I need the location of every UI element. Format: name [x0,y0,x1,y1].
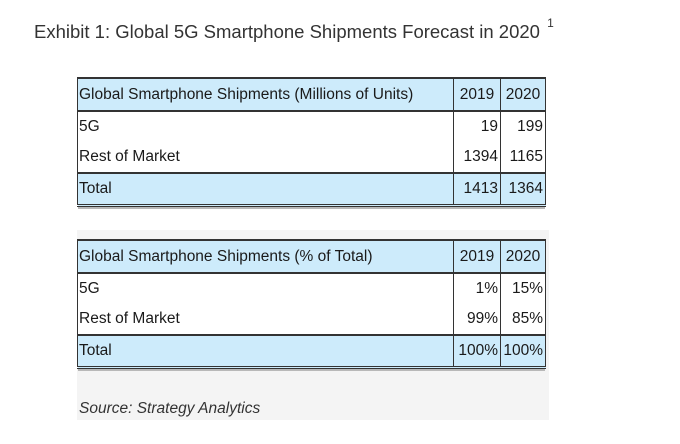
cell-2019: 1394 [453,142,501,173]
row-label: Rest of Market [77,304,454,335]
cell-2020: 15% [500,273,546,304]
total-label: Total [77,334,454,369]
table-row: Rest of Market 1394 1165 [77,142,546,173]
cell-2019: 99% [453,304,501,335]
row-label: 5G [77,273,454,304]
row-label: 5G [77,111,454,142]
header-2019: 2019 [453,77,501,112]
table-row: 5G 1% 15% [77,273,546,304]
header-2019: 2019 [453,239,501,274]
table-row: 5G 19 199 [77,111,546,142]
cell-2020: 199 [500,111,546,142]
exhibit-title-text: Exhibit 1: Global 5G Smartphone Shipment… [34,21,540,43]
shipments-percent-table: Global Smartphone Shipments (% of Total)… [77,239,546,369]
table-header-row: Global Smartphone Shipments (% of Total)… [77,239,546,274]
table-header-row: Global Smartphone Shipments (Millions of… [77,77,546,112]
exhibit-title: Exhibit 1: Global 5G Smartphone Shipment… [34,16,554,43]
header-2020: 2020 [500,77,546,112]
total-label: Total [77,172,454,207]
total-2019: 1413 [453,172,501,207]
total-2019: 100% [453,334,501,369]
cell-2020: 85% [500,304,546,335]
total-2020: 1364 [500,172,546,207]
cell-2019: 1% [453,273,501,304]
source-note: Source: Strategy Analytics [79,400,261,417]
cell-2019: 19 [453,111,501,142]
header-2020: 2020 [500,239,546,274]
footnote-marker: 1 [547,16,554,30]
total-row: Total 1413 1364 [77,172,546,207]
shipments-units-table: Global Smartphone Shipments (Millions of… [77,77,546,207]
total-row: Total 100% 100% [77,334,546,369]
cell-2020: 1165 [500,142,546,173]
table-row: Rest of Market 99% 85% [77,304,546,335]
header-label: Global Smartphone Shipments (% of Total) [77,239,454,274]
header-label: Global Smartphone Shipments (Millions of… [77,77,454,112]
total-2020: 100% [500,334,546,369]
row-label: Rest of Market [77,142,454,173]
